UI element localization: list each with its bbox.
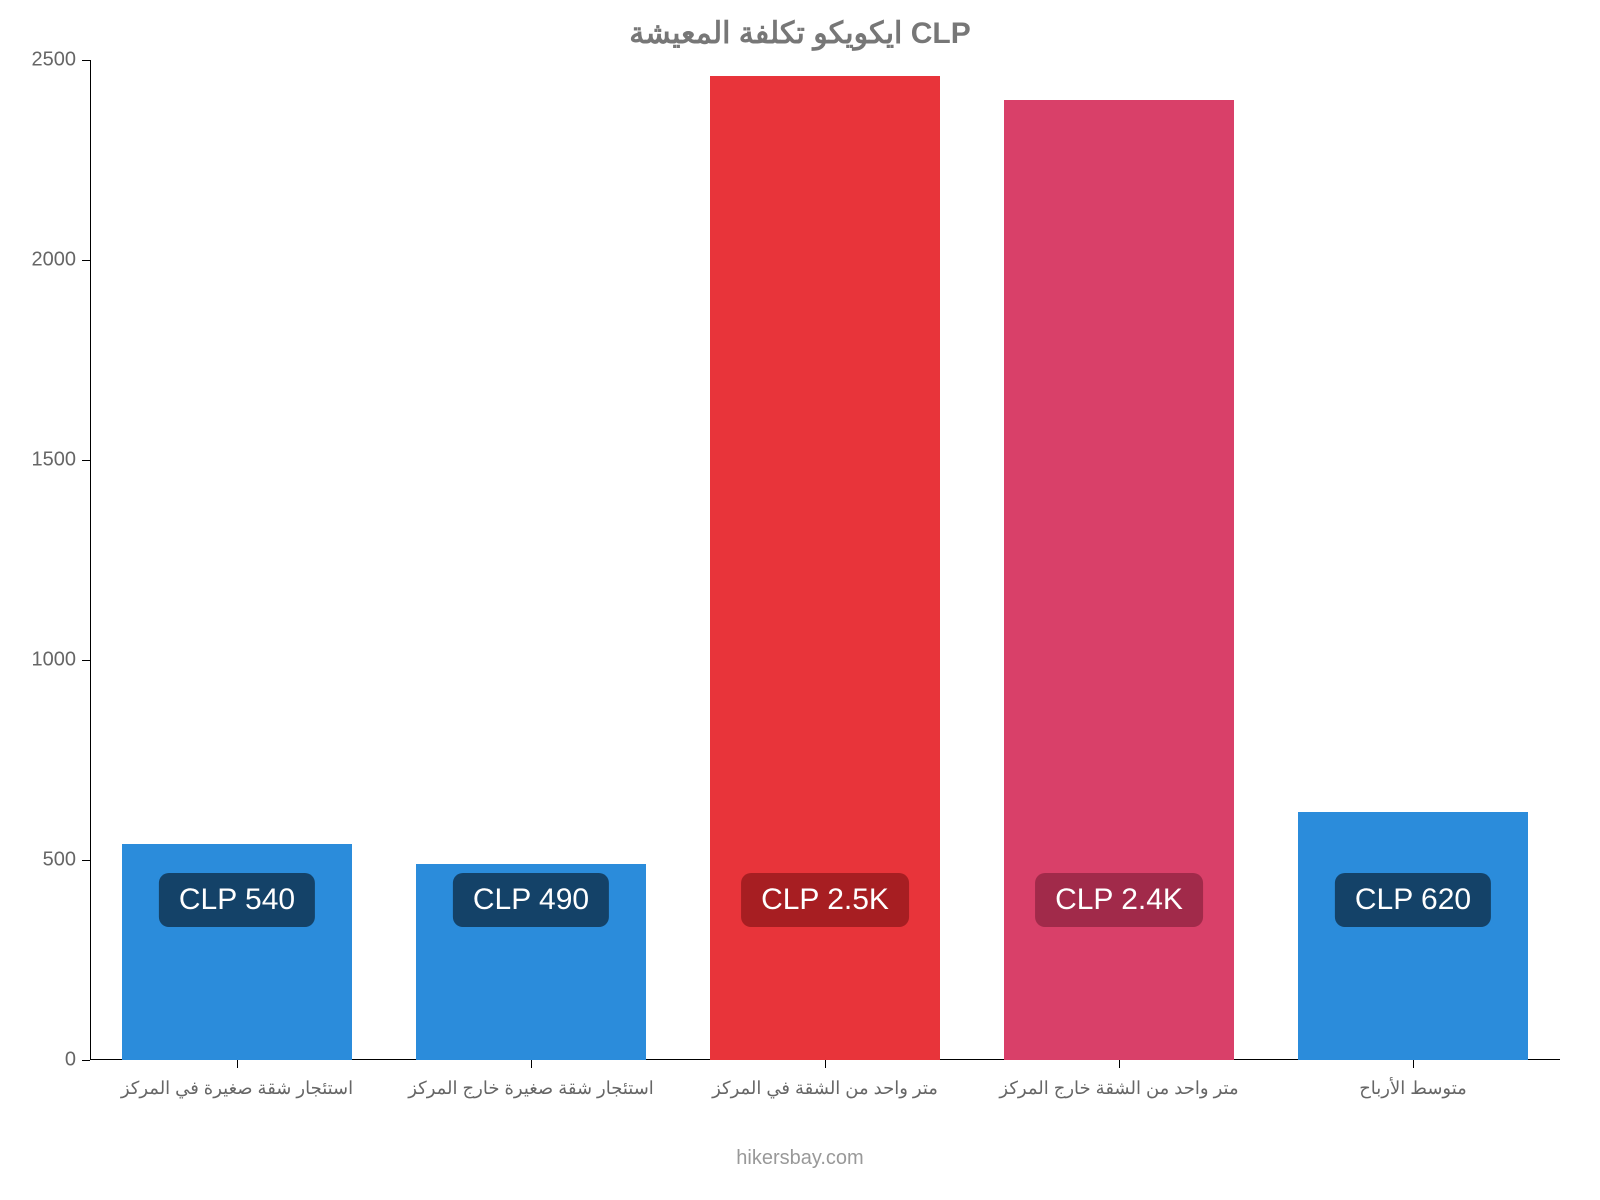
source-label: hikersbay.com [0,1147,1600,1170]
value-badge: CLP 490 [453,873,609,927]
y-tick [82,1060,90,1061]
y-tick [82,260,90,261]
cost-of-living-chart: ايكويكو تكلفة المعيشة CLP 05001000150020… [0,0,1600,1200]
x-category-label: استئجار شقة صغيرة في المركز [121,1078,353,1099]
y-tick-label: 0 [65,1049,76,1072]
y-tick-label: 500 [43,849,76,872]
x-category-label: متر واحد من الشقة في المركز [712,1078,938,1099]
x-tick [237,1060,238,1068]
plot-area: 05001000150020002500استئجار شقة صغيرة في… [90,60,1560,1060]
y-tick [82,660,90,661]
y-tick [82,60,90,61]
y-tick [82,860,90,861]
x-tick [1413,1060,1414,1068]
chart-title: ايكويكو تكلفة المعيشة CLP [0,16,1600,51]
x-category-label: متر واحد من الشقة خارج المركز [999,1078,1238,1099]
x-category-label: متوسط الأرباح [1359,1078,1467,1099]
y-tick-label: 2000 [32,249,77,272]
bar [1298,812,1527,1060]
y-tick-label: 1500 [32,449,77,472]
x-tick [531,1060,532,1068]
x-category-label: استئجار شقة صغيرة خارج المركز [408,1078,654,1099]
y-tick-label: 2500 [32,49,77,72]
value-badge: CLP 2.5K [741,873,909,927]
value-badge: CLP 540 [159,873,315,927]
x-tick [1119,1060,1120,1068]
y-tick [82,460,90,461]
value-badge: CLP 620 [1335,873,1491,927]
value-badge: CLP 2.4K [1035,873,1203,927]
x-tick [825,1060,826,1068]
y-tick-label: 1000 [32,649,77,672]
